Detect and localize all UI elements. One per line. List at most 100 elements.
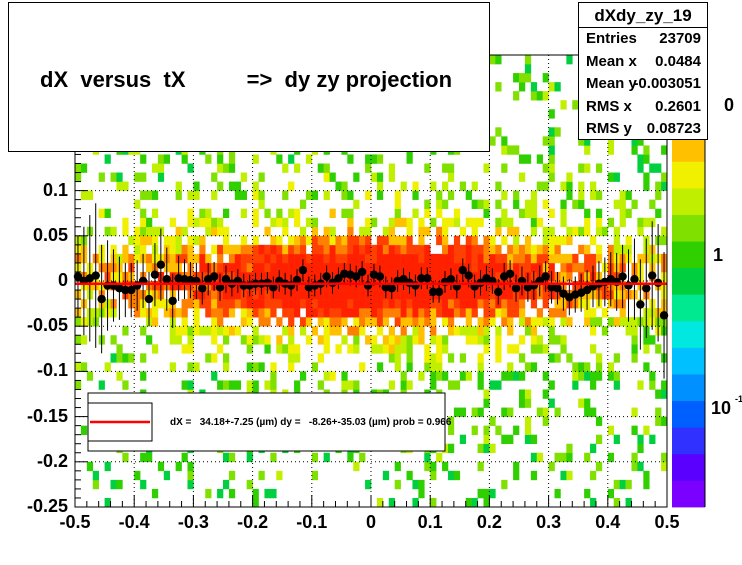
heatmap-cell bbox=[542, 371, 549, 381]
heatmap-cell bbox=[483, 425, 490, 435]
heatmap-cell bbox=[453, 208, 461, 219]
heatmap-cell bbox=[542, 235, 549, 246]
stats-title: dXdy_zy_19 bbox=[579, 3, 707, 28]
heatmap-cell bbox=[584, 163, 591, 173]
heatmap-cell bbox=[430, 497, 437, 508]
heatmap-cell bbox=[513, 470, 520, 481]
heatmap-cell bbox=[157, 154, 165, 164]
heatmap-cell bbox=[181, 344, 188, 354]
heatmap-cell bbox=[211, 335, 218, 345]
heatmap-cell bbox=[104, 208, 111, 219]
heatmap-cell bbox=[234, 290, 242, 300]
heatmap-cell bbox=[590, 235, 597, 246]
heatmap-cell bbox=[122, 181, 129, 191]
heatmap-cell bbox=[619, 190, 626, 200]
heatmap-cell bbox=[453, 299, 461, 309]
heatmap-cell bbox=[175, 181, 182, 191]
heatmap-cell bbox=[430, 271, 437, 282]
palette-swatch bbox=[672, 294, 705, 322]
heatmap-cell bbox=[394, 290, 401, 300]
heatmap-cell bbox=[305, 299, 313, 309]
heatmap-cell bbox=[513, 235, 520, 246]
heatmap-cell bbox=[282, 217, 289, 228]
heatmap-cell bbox=[501, 407, 508, 417]
heatmap-cell bbox=[483, 244, 490, 255]
heatmap-cell bbox=[376, 326, 384, 336]
heatmap-cell bbox=[536, 253, 543, 264]
heatmap-cell bbox=[365, 479, 372, 490]
heatmap-cell bbox=[560, 308, 567, 318]
heatmap-cell bbox=[217, 217, 224, 228]
heatmap-cell bbox=[424, 353, 431, 363]
heatmap-cell bbox=[134, 199, 141, 209]
heatmap-cell bbox=[643, 154, 650, 164]
heatmap-cell bbox=[513, 299, 520, 309]
heatmap-cell bbox=[335, 308, 342, 318]
heatmap-cell bbox=[394, 262, 401, 273]
heatmap-cell bbox=[483, 253, 490, 264]
heatmap-cell bbox=[264, 253, 271, 264]
heatmap-cell bbox=[151, 344, 159, 354]
heatmap-cell bbox=[548, 398, 555, 408]
heatmap-cell bbox=[317, 380, 324, 390]
heatmap-cell bbox=[276, 244, 283, 255]
heatmap-cell bbox=[453, 235, 461, 246]
heatmap-cell bbox=[643, 181, 650, 191]
heatmap-cell bbox=[323, 299, 330, 309]
heatmap-cell bbox=[228, 262, 236, 273]
heatmap-cell bbox=[282, 190, 289, 200]
heatmap-cell bbox=[175, 308, 182, 318]
x-tick-label: -0.1 bbox=[296, 512, 328, 532]
profile-point bbox=[144, 294, 154, 304]
heatmap-cell bbox=[530, 208, 538, 219]
heatmap-cell bbox=[282, 290, 289, 300]
heatmap-cell bbox=[613, 244, 620, 255]
heatmap-cell bbox=[507, 145, 514, 155]
x-tick-label: 0.3 bbox=[536, 512, 562, 532]
heatmap-cell bbox=[607, 217, 615, 228]
heatmap-cell bbox=[631, 353, 638, 363]
heatmap-cell bbox=[406, 380, 413, 390]
heatmap-cell bbox=[276, 208, 283, 219]
heatmap-cell bbox=[294, 308, 301, 318]
heatmap-cell bbox=[270, 371, 277, 381]
heatmap-cell bbox=[524, 208, 532, 219]
heatmap-cell bbox=[80, 190, 88, 200]
heatmap-cell bbox=[288, 308, 295, 318]
heatmap-cell bbox=[459, 244, 467, 255]
heatmap-cell bbox=[477, 199, 484, 209]
heatmap-cell bbox=[649, 371, 656, 381]
heatmap-cell bbox=[607, 452, 615, 463]
heatmap-cell bbox=[329, 326, 336, 336]
heatmap-cell bbox=[211, 226, 218, 237]
heatmap-cell bbox=[554, 353, 561, 363]
heatmap-cell bbox=[169, 326, 176, 336]
heatmap-cell bbox=[163, 235, 171, 246]
heatmap-cell bbox=[335, 290, 342, 300]
heatmap-cell bbox=[134, 235, 141, 246]
heatmap-cell bbox=[228, 163, 236, 173]
heatmap-cell bbox=[595, 253, 603, 264]
heatmap-cell bbox=[299, 326, 307, 336]
heatmap-cell bbox=[643, 344, 650, 354]
profile-point bbox=[209, 272, 219, 281]
heatmap-cell bbox=[294, 235, 301, 246]
heatmap-cell bbox=[157, 172, 165, 182]
heatmap-cell bbox=[447, 326, 455, 336]
heatmap-cell bbox=[418, 253, 425, 264]
heatmap-cell bbox=[388, 335, 395, 345]
heatmap-cell bbox=[347, 217, 354, 228]
heatmap-cell bbox=[329, 317, 336, 327]
palette-swatch bbox=[672, 374, 705, 402]
heatmap-cell bbox=[501, 317, 508, 327]
heatmap-cell bbox=[548, 82, 555, 92]
heatmap-cell bbox=[400, 344, 407, 354]
heatmap-cell bbox=[211, 290, 218, 300]
heatmap-cell bbox=[530, 217, 538, 228]
heatmap-cell bbox=[329, 253, 336, 264]
heatmap-cell bbox=[595, 371, 603, 381]
heatmap-cell bbox=[258, 172, 265, 182]
heatmap-cell bbox=[140, 208, 147, 219]
heatmap-cell bbox=[252, 335, 259, 345]
heatmap-cell bbox=[631, 425, 638, 435]
